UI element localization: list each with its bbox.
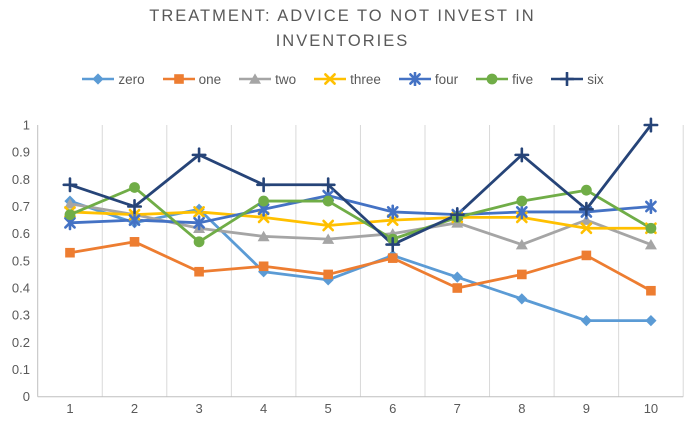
svg-text:2: 2: [131, 401, 138, 416]
series-six: [68, 123, 653, 246]
plot-area: 1 0.9 0.8 0.7 0.6 0.5 0.4 0.3 0.2 0.1 0 1 2 3 4 5 6 7 8 9 10: [0, 110, 685, 428]
svg-text:5: 5: [325, 401, 332, 416]
legend-item-three: three: [313, 72, 381, 87]
plus-marker-icon: [551, 72, 584, 86]
svg-text:0.7: 0.7: [12, 199, 30, 214]
svg-text:0: 0: [23, 389, 30, 404]
legend-label: two: [275, 71, 297, 87]
svg-text:0.1: 0.1: [12, 362, 30, 377]
svg-text:7: 7: [454, 401, 461, 416]
legend-item-one: one: [162, 71, 222, 87]
legend-label: four: [434, 71, 459, 87]
legend-label: one: [198, 71, 222, 87]
chart-legend: zero one two three four five six: [0, 68, 685, 90]
svg-text:1: 1: [23, 118, 30, 133]
legend-item-four: four: [398, 72, 458, 87]
legend-item-zero: zero: [81, 71, 145, 87]
legend-label: three: [350, 71, 381, 87]
svg-text:4: 4: [260, 401, 267, 416]
legend-item-five: five: [475, 72, 533, 87]
series-four: [68, 194, 653, 225]
gridlines: [37, 125, 684, 398]
series-one-markers: [65, 237, 656, 296]
legend-label: zero: [118, 71, 145, 87]
series-one: [68, 240, 653, 293]
svg-text:0.4: 0.4: [12, 281, 30, 296]
axis-labels: 1 0.9 0.8 0.7 0.6 0.5 0.4 0.3 0.2 0.1 0 1 2 3 4 5 6 7 8 9 10: [12, 118, 658, 417]
svg-text:8: 8: [518, 401, 525, 416]
legend-item-six: six: [550, 72, 604, 87]
legend-label: five: [512, 71, 534, 87]
plot-svg: 1 0.9 0.8 0.7 0.6 0.5 0.4 0.3 0.2 0.1 0 1 2 3 4 5 6 7 8 9 10: [12, 117, 684, 417]
asterisk-marker-icon: [398, 72, 431, 86]
svg-text:3: 3: [195, 401, 202, 416]
circle-marker-icon: [476, 73, 509, 85]
svg-text:0.6: 0.6: [12, 226, 30, 241]
series-five-markers: [64, 182, 657, 248]
chart-title: TREATMENT: ADVICE TO NOT INVEST IN INVEN…: [149, 7, 536, 50]
series-six-markers: [62, 117, 659, 253]
svg-text:0.3: 0.3: [12, 308, 30, 323]
legend-item-two: two: [238, 72, 296, 87]
legend-label: six: [587, 71, 604, 87]
svg-text:10: 10: [644, 401, 658, 416]
svg-text:0.9: 0.9: [12, 145, 30, 160]
svg-text:9: 9: [583, 401, 590, 416]
series-five: [68, 186, 653, 244]
triangle-marker-icon: [239, 73, 272, 84]
svg-text:0.8: 0.8: [12, 172, 30, 187]
svg-text:0.2: 0.2: [12, 335, 30, 350]
x-marker-icon: [314, 73, 347, 85]
svg-text:6: 6: [389, 401, 396, 416]
svg-text:0.5: 0.5: [12, 253, 30, 268]
diamond-marker-icon: [82, 73, 115, 85]
square-marker-icon: [162, 74, 195, 84]
svg-text:1: 1: [66, 401, 73, 416]
